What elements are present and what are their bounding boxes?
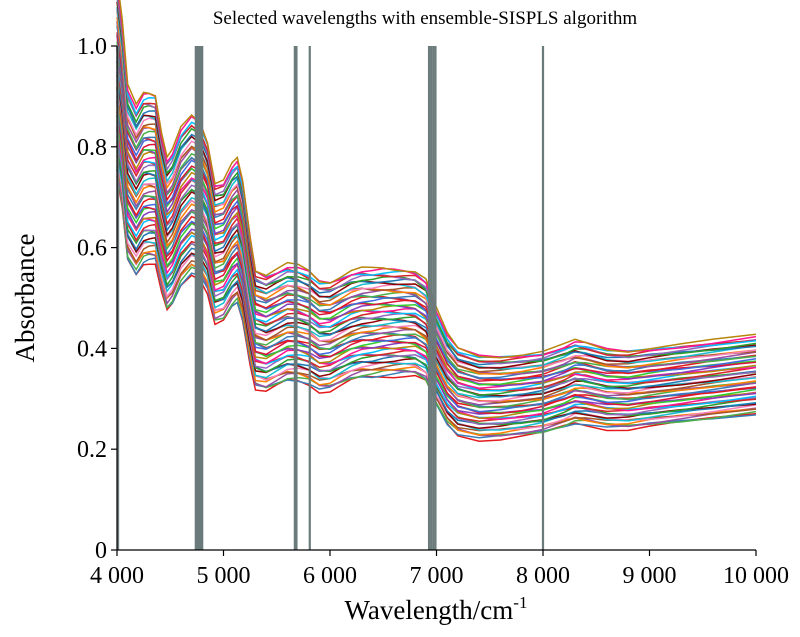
y-axis-title: Absorbance [10,234,40,363]
spectrum-line [119,0,757,359]
chart-title: Selected wavelengths with ensemble-SISPL… [213,8,637,29]
x-axis-title: Wavelength/cm-1 [345,593,528,625]
y-tick-label: 1.0 [77,34,107,60]
x-tick-label: 10 000 [723,563,789,589]
spectrum-line [116,111,757,415]
x-tick-label: 5 000 [197,563,251,589]
spectra-group [116,0,757,442]
x-axis-title-main: Wavelength/cm [345,595,514,625]
spectrum-line [116,72,757,398]
y-tick-label: 0.4 [77,336,107,362]
spectrum-line [116,61,757,392]
x-tick-label: 4 000 [90,563,144,589]
x-tick-label: 9 000 [623,563,677,589]
x-tick-label: 7 000 [410,563,464,589]
selected-wavelengths-group [116,46,545,550]
x-axis-title-superscript: -1 [513,593,527,612]
axes-group: 0 0.2 0.4 0.6 0.8 1.0 4 000 5 000 6 000 7 000 8 00… [77,34,789,589]
y-tick-label: 0.8 [77,135,107,161]
y-tick-label: 0 [95,538,107,564]
spectrum-line [116,155,757,431]
y-tick-label: 0.2 [77,437,107,463]
spectrum-line [116,21,757,375]
x-tick-label: 6 000 [303,563,357,589]
y-tick-label: 0.6 [77,236,107,262]
x-tick-label: 8 000 [516,563,570,589]
